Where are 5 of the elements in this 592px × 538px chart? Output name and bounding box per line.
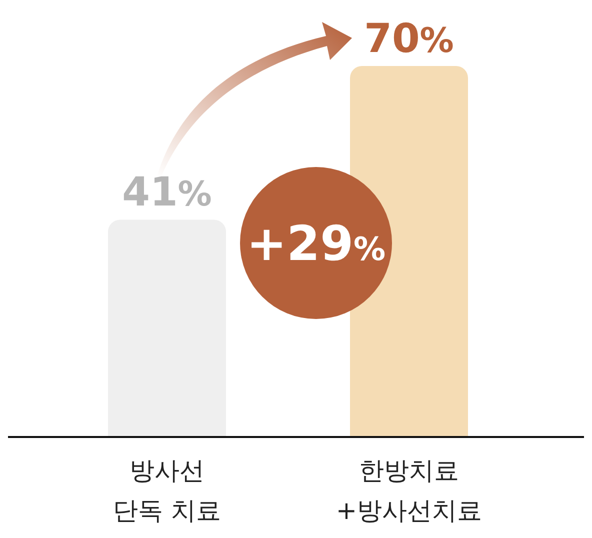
data-label: 41% xyxy=(122,170,212,216)
data-label: 70% xyxy=(364,16,454,62)
x-tick-label: 한방치료 +방사선치료 xyxy=(336,456,482,525)
x-tick-label: 방사선 단독 치료 xyxy=(113,456,221,525)
annotation: +29% xyxy=(246,216,386,272)
